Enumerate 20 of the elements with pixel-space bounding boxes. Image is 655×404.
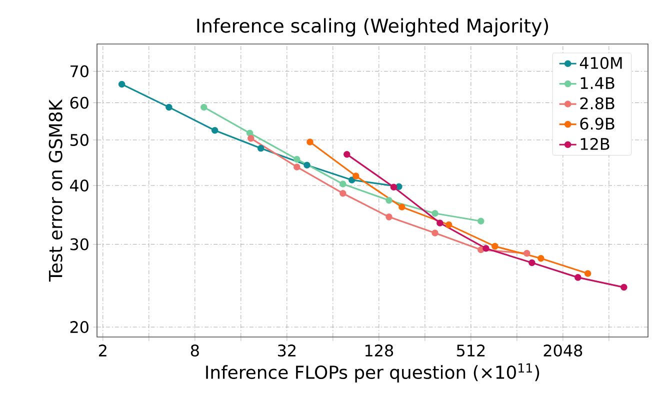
legend-label: 12B [580, 138, 610, 150]
y-tick-label: 20 [70, 321, 88, 334]
y-tick-label: 40 [70, 179, 88, 192]
y-tick-label: 60 [70, 96, 88, 109]
y-tick-label: 70 [70, 65, 88, 78]
legend-label: 2.8B [580, 97, 614, 110]
y-tick-label: 50 [70, 134, 88, 146]
x-tick-label: 8 [190, 344, 199, 357]
legend-label: 410M [580, 56, 622, 70]
legend-label: 6.9B [580, 118, 614, 130]
chart-title: Inference scaling (Weighted Majority) [197, 18, 548, 36]
y-tick-label: 30 [70, 238, 88, 250]
legend-label: 1.4B [580, 77, 614, 89]
x-axis-title: Inference FLOPs per question (×10$^{11}$) [206, 363, 540, 383]
x-tick-label: 2048 [544, 344, 582, 357]
x-tick-label: 128 [365, 344, 394, 357]
x-tick-label: 32 [278, 344, 296, 357]
y-axis-title: Test error on GSM8K [48, 99, 62, 282]
x-tick-label: 2 [99, 344, 106, 356]
x-tick-label: 512 [456, 344, 485, 357]
